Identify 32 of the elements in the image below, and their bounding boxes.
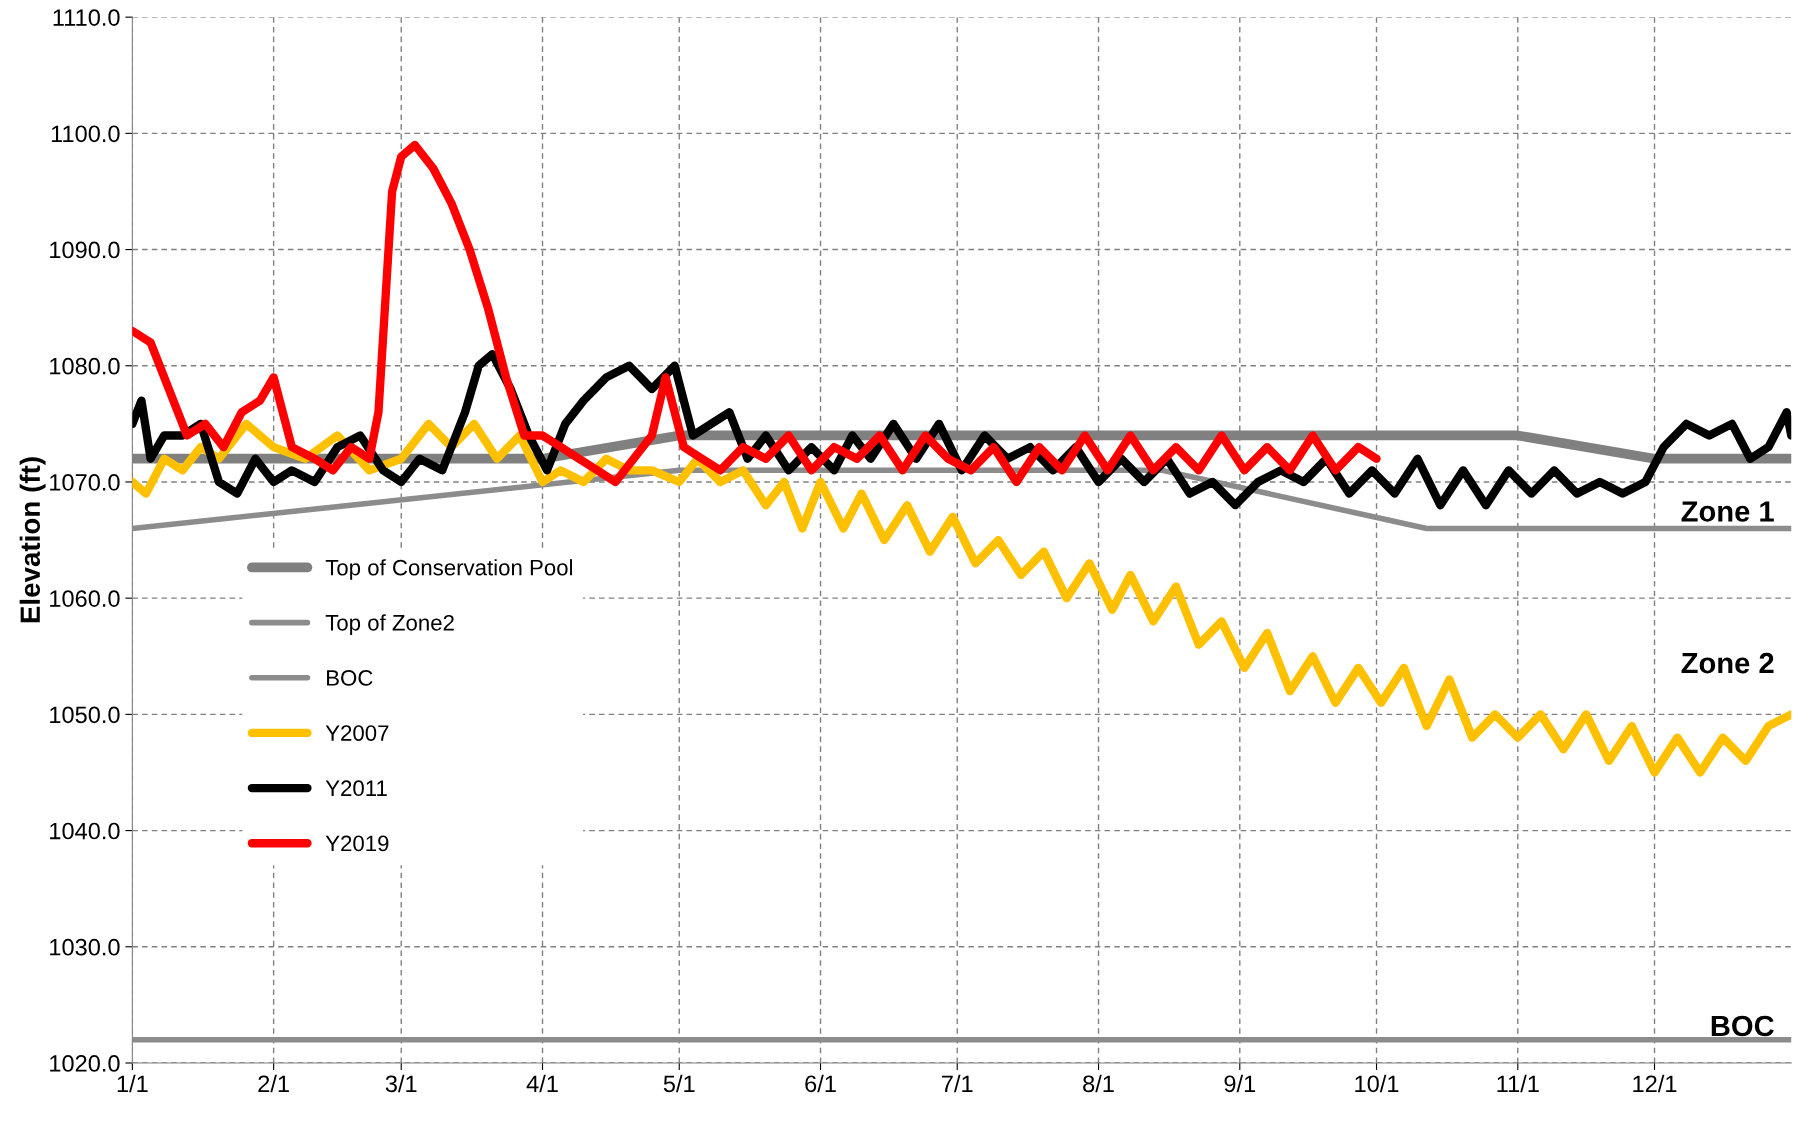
y-tick-label: 1040.0 [50, 822, 120, 840]
x-tick-label: 12/1 [1633, 1074, 1677, 1093]
y-tick-label: 1110.0 [53, 9, 120, 26]
annotation: Zone 2 [1681, 652, 1774, 674]
annotation: BOC [1711, 1015, 1774, 1037]
x-tick-label: 3/1 [385, 1074, 417, 1093]
x-tick-label: 11/1 [1497, 1074, 1539, 1093]
y-axis-title: Elevation (ft) [19, 457, 46, 623]
legend-label: Top of Zone2 [325, 614, 454, 636]
x-tick-label: 9/1 [1224, 1074, 1256, 1093]
x-tick-label: 4/1 [526, 1074, 558, 1093]
y-tick-label: 1090.0 [50, 241, 120, 259]
y-tick-label: 1070.0 [50, 474, 120, 491]
y-tick-label: 1100.0 [51, 125, 120, 143]
x-tick-label: 2/1 [258, 1074, 289, 1093]
x-tick-label: 5/1 [663, 1074, 695, 1093]
x-tick-label: 8/1 [1083, 1074, 1114, 1093]
legend-label: BOC [327, 670, 373, 686]
y-tick-label: 1080.0 [50, 357, 120, 375]
legend-label: Y2011 [325, 780, 387, 797]
legend-label: Top of Conservation Pool [325, 559, 573, 580]
legend-label: Y2019 [325, 835, 389, 852]
x-tick-label: 1/1 [117, 1074, 148, 1093]
y-tick-label: 1050.0 [50, 706, 120, 724]
x-tick-label: 7/1 [942, 1074, 973, 1093]
legend-label: Y2007 [325, 725, 389, 741]
x-tick-label: 10/1 [1355, 1074, 1399, 1093]
annotation: Zone 1 [1681, 501, 1774, 522]
y-tick-label: 1030.0 [50, 938, 120, 956]
y-tick-label: 1020.0 [50, 1055, 120, 1072]
y-tick-label: 1060.0 [50, 590, 120, 607]
x-tick-label: 6/1 [805, 1074, 836, 1093]
